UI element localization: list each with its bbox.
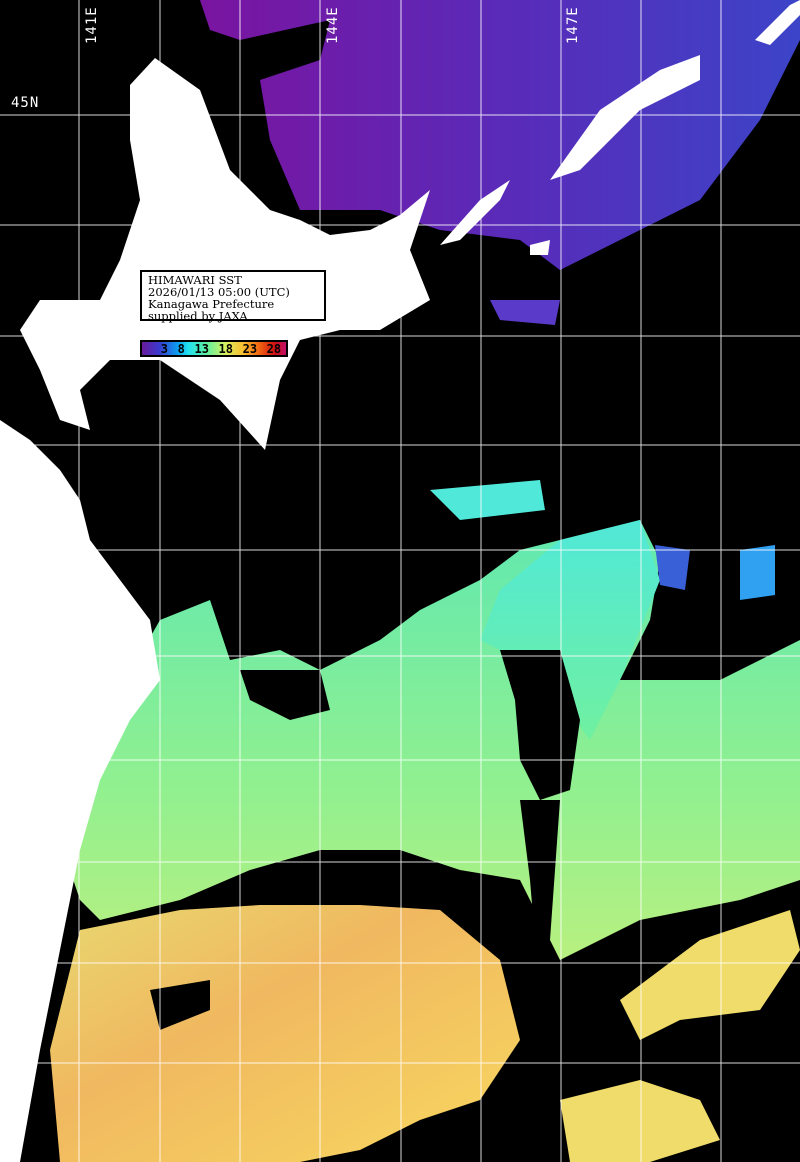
colorbar-tick: 13 — [194, 341, 209, 356]
colorbar-tick: 8 — [177, 341, 185, 356]
info-region: Kanagawa Prefecture — [148, 297, 275, 311]
info-credit: supplied by JAXA — [148, 309, 248, 323]
sst-north-band — [430, 480, 545, 520]
sst-warm-patches — [560, 1080, 720, 1162]
sst-blue-patch — [740, 545, 775, 600]
sst-warm-region — [50, 905, 520, 1162]
info-datetime: 2026/01/13 05:00 (UTC) — [148, 285, 290, 299]
sst-warm-east — [620, 910, 800, 1040]
sst-cyan-patch — [480, 520, 660, 740]
sst-cold-patch — [490, 300, 560, 325]
sst-cold-region — [200, 0, 800, 270]
info-title: HIMAWARI SST — [148, 273, 242, 287]
colorbar-tick: 3 — [160, 341, 169, 356]
no-data-gap-4 — [150, 980, 210, 1030]
longitude-label-144e: 144E — [325, 6, 341, 44]
longitude-label-141e: 141E — [84, 6, 100, 44]
colorbar-tick: 23 — [242, 341, 258, 356]
latitude-label-45n: 45N — [11, 95, 40, 111]
sst-mid-region — [60, 520, 800, 960]
no-data-gap-3 — [520, 800, 560, 940]
land-hokkaido — [20, 58, 430, 450]
no-data-gap — [500, 650, 580, 800]
land-island — [530, 240, 550, 255]
no-data-gap-2 — [240, 670, 330, 720]
info-box: HIMAWARI SST 2026/01/13 05:00 (UTC) Kana… — [140, 270, 326, 323]
land-kuril — [440, 180, 510, 245]
colorbar-tick: 18 — [218, 341, 233, 356]
longitude-label-147e: 147E — [565, 6, 581, 44]
land-honshu — [0, 420, 160, 1162]
land-sakhalin-peninsula — [550, 55, 700, 180]
colorbar-tick: 28 — [266, 341, 282, 356]
sst-blue-patch-2 — [655, 545, 690, 590]
temperature-colorbar: 3 8 13 18 23 28 — [140, 340, 288, 357]
land-island-ne — [755, 0, 800, 45]
